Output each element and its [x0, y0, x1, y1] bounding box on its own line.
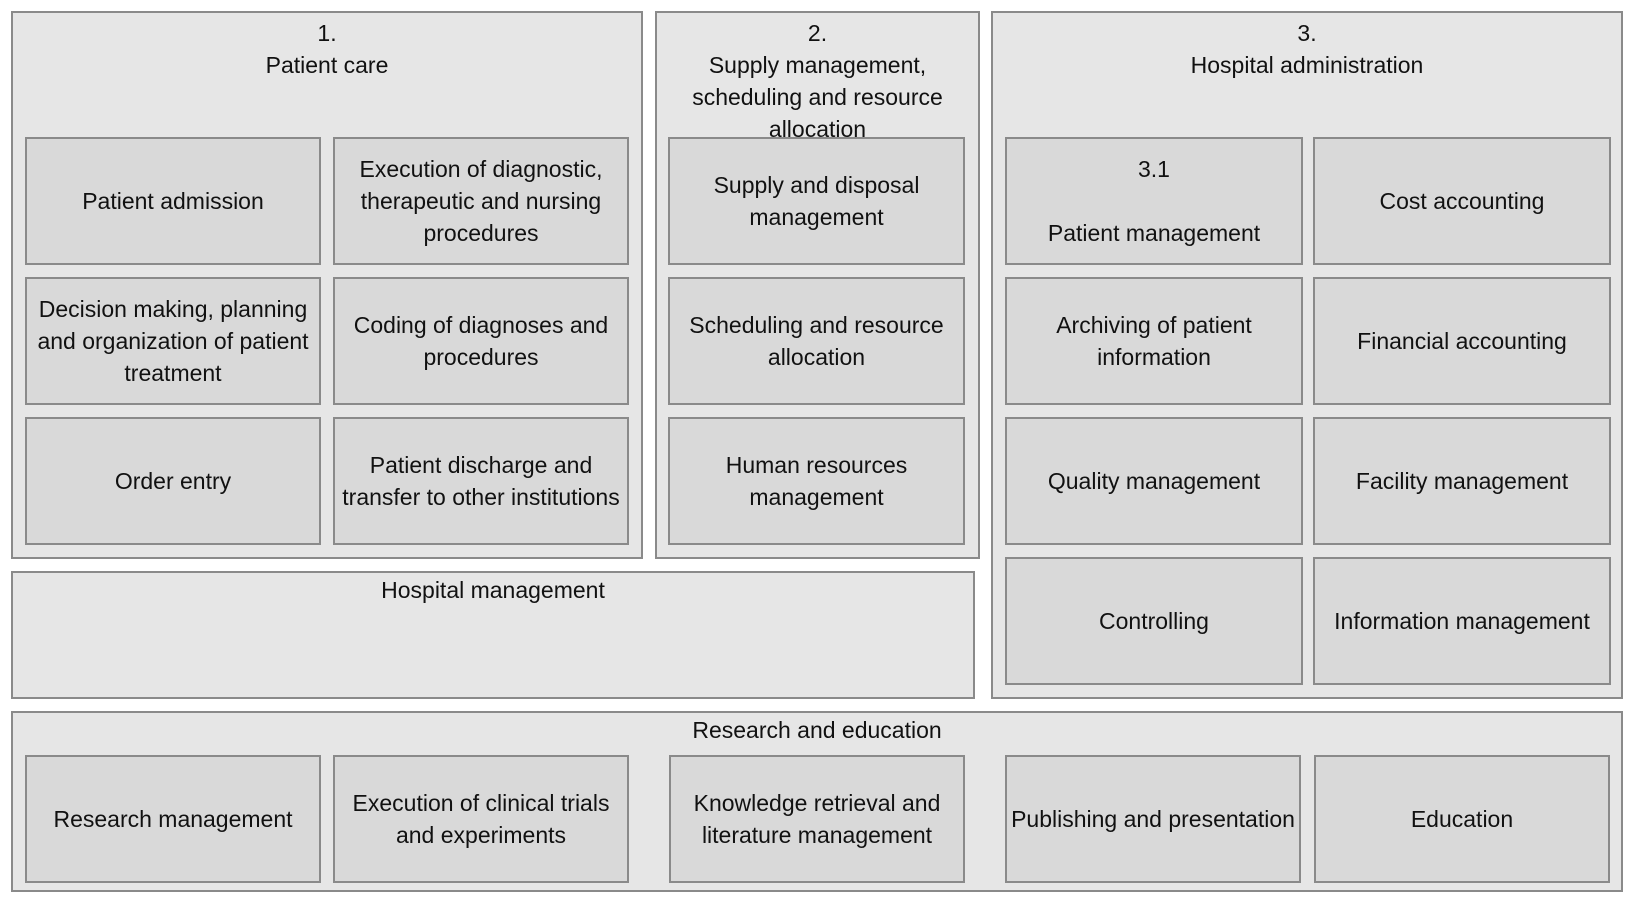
knowledge-retrieval-box: Knowledge retrieval and literature manag… — [669, 755, 965, 883]
education-box: Education — [1314, 755, 1610, 883]
patient-discharge-label: Patient discharge and transfer to other … — [342, 452, 620, 510]
decision-making-label: Decision making, planning and organizati… — [37, 296, 309, 386]
hospital-management-heading: Hospital management — [13, 574, 973, 606]
archiving-patient-info-box: Archiving of patient information — [1005, 277, 1303, 405]
scheduling-resource-box: Scheduling and resource allocation — [668, 277, 965, 405]
patient-care-heading: 1. Patient care — [13, 17, 641, 81]
execution-procedures-box: Execution of diagnostic, therapeutic and… — [333, 137, 629, 265]
information-management-label: Information management — [1334, 608, 1590, 634]
patient-admission-box: Patient admission — [25, 137, 321, 265]
research-education-heading: Research and education — [13, 714, 1621, 746]
hospital-administration-number: 3. — [1297, 20, 1317, 46]
controlling-box: Controlling — [1005, 557, 1303, 685]
patient-admission-label: Patient admission — [82, 188, 264, 214]
supply-disposal-box: Supply and disposal management — [668, 137, 965, 265]
supply-management-group: 2. Supply management, scheduling and res… — [655, 11, 980, 559]
patient-care-group: 1. Patient care Patient admission Execut… — [11, 11, 643, 559]
hospital-administration-title: Hospital administration — [1190, 52, 1424, 78]
research-management-box: Research management — [25, 755, 321, 883]
cost-accounting-box: Cost accounting — [1313, 137, 1611, 265]
knowledge-retrieval-label: Knowledge retrieval and literature manag… — [693, 790, 941, 848]
patient-care-title: Patient care — [265, 52, 389, 78]
clinical-trials-label: Execution of clinical trials and experim… — [352, 790, 610, 848]
research-education-title: Research and education — [692, 717, 942, 743]
order-entry-label: Order entry — [114, 468, 232, 494]
hospital-management-title: Hospital management — [381, 577, 605, 603]
archiving-patient-info-label: Archiving of patient information — [1056, 312, 1252, 370]
financial-accounting-box: Financial accounting — [1313, 277, 1611, 405]
facility-management-label: Facility management — [1355, 468, 1569, 494]
education-label: Education — [1410, 806, 1514, 832]
publishing-presentation-label: Publishing and presentation — [1011, 806, 1295, 832]
hospital-administration-group: 3. Hospital administration 3.1 Patient m… — [991, 11, 1623, 699]
execution-procedures-label: Execution of diagnostic, therapeutic and… — [359, 156, 603, 246]
supply-management-number: 2. — [807, 20, 828, 46]
coding-diagnoses-box: Coding of diagnoses and procedures — [333, 277, 629, 405]
patient-management-label: Patient management — [1047, 220, 1261, 246]
research-management-label: Research management — [53, 806, 293, 832]
quality-management-box: Quality management — [1005, 417, 1303, 545]
scheduling-resource-label: Scheduling and resource allocation — [689, 312, 944, 370]
facility-management-box: Facility management — [1313, 417, 1611, 545]
order-entry-box: Order entry — [25, 417, 321, 545]
supply-disposal-label: Supply and disposal management — [713, 172, 920, 230]
patient-management-text: 3.1 Patient management — [1048, 121, 1260, 281]
human-resources-box: Human resources management — [668, 417, 965, 545]
supply-management-heading: 2. Supply management, scheduling and res… — [657, 17, 978, 145]
information-management-box: Information management — [1313, 557, 1611, 685]
hospital-administration-heading: 3. Hospital administration — [993, 17, 1621, 81]
human-resources-label: Human resources management — [725, 452, 908, 510]
financial-accounting-label: Financial accounting — [1357, 328, 1567, 354]
patient-management-box: 3.1 Patient management — [1005, 137, 1303, 265]
publishing-presentation-box: Publishing and presentation — [1005, 755, 1301, 883]
controlling-label: Controlling — [1099, 608, 1209, 634]
patient-discharge-box: Patient discharge and transfer to other … — [333, 417, 629, 545]
decision-making-box: Decision making, planning and organizati… — [25, 277, 321, 405]
quality-management-label: Quality management — [1047, 468, 1261, 494]
cost-accounting-label: Cost accounting — [1379, 188, 1545, 214]
hospital-management-group: Hospital management — [11, 571, 975, 699]
clinical-trials-box: Execution of clinical trials and experim… — [333, 755, 629, 883]
patient-management-number: 3.1 — [1138, 156, 1170, 182]
supply-management-title: Supply management, scheduling and resour… — [692, 52, 943, 142]
coding-diagnoses-label: Coding of diagnoses and procedures — [353, 312, 609, 370]
patient-care-number: 1. — [317, 20, 337, 46]
research-education-group: Research and education Research manageme… — [11, 711, 1623, 892]
